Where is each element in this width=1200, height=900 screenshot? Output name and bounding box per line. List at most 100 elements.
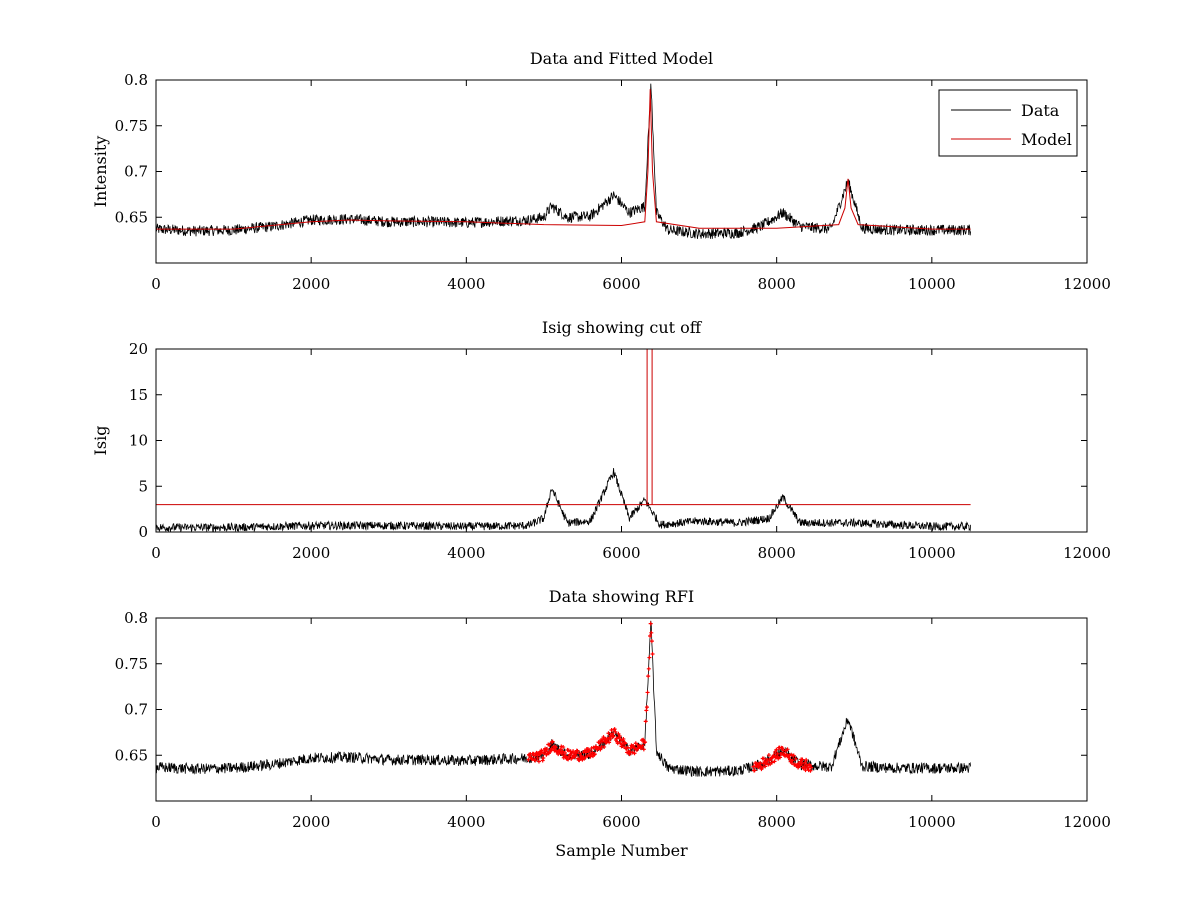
x-tick-label: 4000 — [447, 275, 485, 293]
rfi-marker — [537, 752, 542, 757]
subplot-3: 0 2000 4000 6000 8000 10000 12000 0.65 0.7 0.75 0.… — [115, 587, 1111, 860]
x-axis-label: Sample Number — [555, 841, 688, 860]
rfi-marker — [796, 765, 801, 770]
rfi-marker — [620, 742, 625, 747]
plot-area — [156, 349, 971, 532]
rfi-marker — [606, 731, 611, 736]
rfi-marker — [584, 750, 589, 755]
x-tick-label: 4000 — [447, 544, 485, 562]
rfi-marker — [617, 733, 622, 738]
y-tick-label: 20 — [129, 340, 148, 358]
x-tick-label: 2000 — [292, 275, 330, 293]
rfi-marker — [602, 744, 607, 749]
y-tick-label: 0.75 — [115, 117, 148, 135]
rfi-marker — [532, 757, 537, 762]
rfi-marker — [774, 754, 779, 759]
rfi-marker — [577, 751, 582, 756]
rfi-marker — [802, 760, 807, 765]
x-tick-label: 0 — [151, 813, 161, 831]
x-tick-label: 2000 — [292, 813, 330, 831]
y-tick-label: 15 — [129, 386, 148, 404]
rfi-marker — [647, 655, 652, 660]
rfi-marker — [550, 739, 555, 744]
rfi-marker — [627, 752, 632, 757]
x-tick-label: 6000 — [602, 275, 640, 293]
rfi-marker — [613, 729, 618, 734]
y-tick-label: 0.65 — [115, 208, 148, 226]
x-tick-label: 10000 — [908, 813, 956, 831]
rfi-marker — [573, 753, 578, 758]
rfi-marker — [650, 651, 655, 656]
rfi-marker — [643, 719, 648, 724]
rfi-marker — [799, 761, 804, 766]
rfi-marker — [649, 639, 654, 644]
rfi-marker — [614, 736, 619, 741]
rfi-marker — [641, 737, 646, 742]
x-tick-label: 6000 — [602, 813, 640, 831]
x-tick-label: 6000 — [602, 544, 640, 562]
rfi-marker — [770, 760, 775, 765]
rfi-marker — [575, 748, 580, 753]
rfi-marker — [802, 764, 807, 769]
rfi-marker — [608, 736, 613, 741]
rfi-marker — [621, 736, 626, 741]
rfi-marker — [616, 731, 621, 736]
rfi-marker — [560, 749, 565, 754]
series-model — [156, 89, 971, 230]
rfi-marker — [574, 751, 579, 756]
rfi-marker — [541, 756, 546, 761]
subplot-2: 0 2000 4000 6000 8000 10000 12000 0 5 10 15 20 Isig … — [91, 318, 1111, 562]
rfi-marker — [587, 748, 592, 753]
x-tick-label: 0 — [151, 275, 161, 293]
rfi-marker — [793, 756, 798, 761]
rfi-marker — [774, 747, 779, 752]
rfi-marker — [533, 758, 538, 763]
rfi-marker — [752, 768, 757, 773]
rfi-marker — [612, 727, 617, 732]
rfi-marker — [789, 760, 794, 765]
y-tick-label: 0.65 — [115, 746, 148, 764]
rfi-marker — [644, 705, 649, 710]
rfi-marker — [766, 753, 771, 758]
rfi-marker — [758, 761, 763, 766]
rfi-marker — [648, 633, 653, 638]
series-isig — [156, 467, 971, 532]
rfi-marker — [649, 630, 654, 635]
legend-box — [938, 89, 1078, 157]
y-tick-label: 0.8 — [124, 71, 148, 89]
rfi-marker — [533, 753, 538, 758]
y-axis-label: Intensity — [91, 136, 110, 208]
y-tick-label: 10 — [129, 432, 148, 450]
rfi-marker — [648, 621, 653, 626]
rfi-marker — [771, 753, 776, 758]
x-tick-label: 8000 — [758, 813, 796, 831]
rfi-marker — [780, 746, 785, 751]
rfi-marker — [778, 755, 783, 760]
x-tick-label: 10000 — [908, 544, 956, 562]
rfi-marker — [526, 757, 531, 762]
legend-label-data: Data — [1021, 101, 1060, 120]
rfi-marker — [549, 747, 554, 752]
rfi-marker — [807, 763, 812, 768]
rfi-marker — [566, 757, 571, 762]
y-tick-label: 0 — [138, 523, 148, 541]
rfi-marker — [760, 765, 765, 770]
rfi-marker — [545, 747, 550, 752]
rfi-marker — [772, 759, 777, 764]
rfi-marker — [646, 666, 651, 671]
rfi-marker — [638, 745, 643, 750]
x-tick-label: 12000 — [1063, 544, 1111, 562]
rfi-marker — [553, 745, 558, 750]
subplot-title: Isig showing cut off — [542, 318, 703, 337]
plot-layer: 0 2000 4000 6000 8000 10000 120000.650.70.750.… — [91, 49, 1111, 860]
rfi-marker — [561, 745, 566, 750]
y-tick-label: 5 — [138, 477, 148, 495]
rfi-marker — [535, 756, 540, 761]
x-tick-label: 12000 — [1063, 813, 1111, 831]
rfi-marker — [530, 757, 535, 762]
rfi-marker — [540, 758, 545, 763]
rfi-markers — [526, 621, 814, 773]
x-tick-label: 2000 — [292, 544, 330, 562]
rfi-marker — [641, 747, 646, 752]
